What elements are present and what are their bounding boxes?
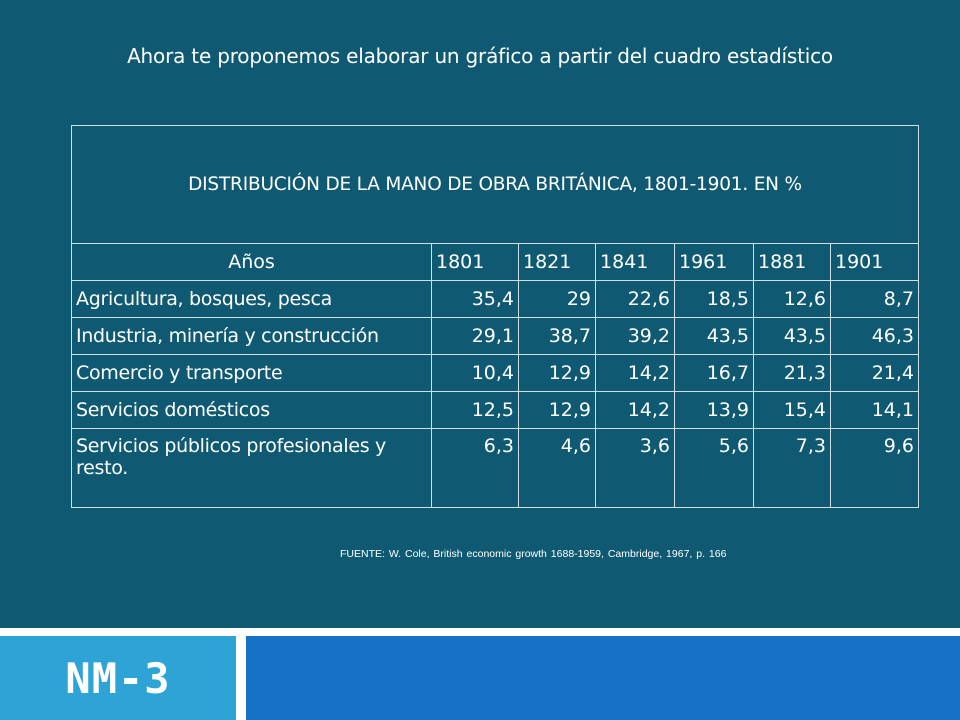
table-cell: 6,3 bbox=[431, 428, 519, 508]
table-row: Comercio y transporte 10,4 12,9 14,2 16,… bbox=[71, 354, 919, 392]
table-title: DISTRIBUCIÓN DE LA MANO DE OBRA BRITÁNIC… bbox=[71, 125, 919, 244]
footer-bar bbox=[246, 636, 960, 720]
table-cell: 46,3 bbox=[830, 317, 919, 355]
table-cell: 10,4 bbox=[431, 354, 519, 392]
table-cell: 14,1 bbox=[830, 391, 919, 429]
table-cell: 21,4 bbox=[830, 354, 919, 392]
row-label: Industria, minería y construcción bbox=[71, 317, 432, 355]
table-cell: 12,9 bbox=[518, 354, 596, 392]
source-citation: FUENTE: W. Cole, British economic growth… bbox=[340, 548, 727, 560]
year-header: 1881 bbox=[753, 243, 831, 281]
table-cell: 35,4 bbox=[431, 280, 519, 318]
table-cell: 4,6 bbox=[518, 428, 596, 508]
table-cell: 12,9 bbox=[518, 391, 596, 429]
badge-panel bbox=[0, 636, 236, 720]
table-cell: 12,6 bbox=[753, 280, 831, 318]
year-header: 1961 bbox=[674, 243, 754, 281]
row-label: Comercio y transporte bbox=[71, 354, 432, 392]
year-header: 1901 bbox=[830, 243, 919, 281]
table-cell: 43,5 bbox=[674, 317, 754, 355]
table-row: Servicios públicos profesionales y resto… bbox=[71, 428, 919, 508]
statistics-table: DISTRIBUCIÓN DE LA MANO DE OBRA BRITÁNIC… bbox=[71, 125, 919, 508]
table-cell: 9,6 bbox=[830, 428, 919, 508]
table-cell: 39,2 bbox=[595, 317, 675, 355]
table-cell: 16,7 bbox=[674, 354, 754, 392]
year-header: 1801 bbox=[431, 243, 519, 281]
table-cell: 38,7 bbox=[518, 317, 596, 355]
table-cell: 8,7 bbox=[830, 280, 919, 318]
table-cell: 15,4 bbox=[753, 391, 831, 429]
years-header: Años bbox=[71, 243, 432, 281]
table-row: Agricultura, bosques, pesca 35,4 29 22,6… bbox=[71, 280, 919, 318]
table-cell: 14,2 bbox=[595, 391, 675, 429]
table-cell: 22,6 bbox=[595, 280, 675, 318]
slide-heading: Ahora te proponemos elaborar un gráfico … bbox=[127, 44, 833, 68]
year-header: 1841 bbox=[595, 243, 675, 281]
table-cell: 14,2 bbox=[595, 354, 675, 392]
table-row: Servicios domésticos 12,5 12,9 14,2 13,9… bbox=[71, 391, 919, 429]
table-row: Industria, minería y construcción 29,1 3… bbox=[71, 317, 919, 355]
table-cell: 43,5 bbox=[753, 317, 831, 355]
table-cell: 21,3 bbox=[753, 354, 831, 392]
table-cell: 29 bbox=[518, 280, 596, 318]
table-cell: 12,5 bbox=[431, 391, 519, 429]
year-header: 1821 bbox=[518, 243, 596, 281]
table-cell: 5,6 bbox=[674, 428, 754, 508]
table-cell: 29,1 bbox=[431, 317, 519, 355]
table-cell: 18,5 bbox=[674, 280, 754, 318]
table-cell: 3,6 bbox=[595, 428, 675, 508]
row-label: Servicios públicos profesionales y resto… bbox=[71, 428, 432, 508]
table-header-row: Años 1801 1821 1841 1961 1881 1901 bbox=[71, 243, 919, 281]
row-label: Agricultura, bosques, pesca bbox=[71, 280, 432, 318]
table-cell: 7,3 bbox=[753, 428, 831, 508]
level-badge: NM-3 bbox=[65, 653, 171, 703]
table-cell: 13,9 bbox=[674, 391, 754, 429]
row-label: Servicios domésticos bbox=[71, 391, 432, 429]
